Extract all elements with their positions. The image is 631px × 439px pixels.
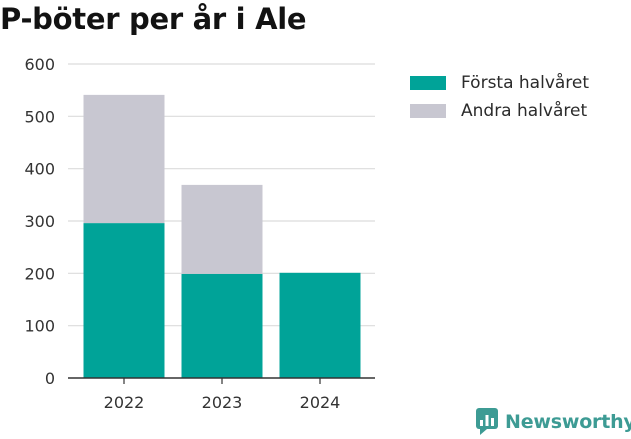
y-tick-label: 600 [24, 55, 55, 74]
chart-title: P-böter per år i Ale [0, 2, 307, 36]
y-tick-label: 200 [24, 264, 55, 283]
bar-2022-series-1 [83, 223, 165, 378]
x-tick-label: 2022 [104, 393, 145, 412]
y-tick-label: 500 [24, 107, 55, 126]
legend: Första halvåret Andra halvåret [410, 69, 589, 125]
legend-label-second-half: Andra halvåret [461, 101, 588, 121]
bar-2024-series-1 [279, 272, 361, 378]
brand-name: Newsworthy [505, 410, 631, 433]
brand-logo: Newsworthy [476, 408, 631, 435]
x-tick-label: 2024 [300, 393, 341, 412]
y-tick-label: 400 [24, 160, 55, 179]
x-tick-label: 2023 [202, 393, 243, 412]
newsworthy-logo-icon [476, 408, 498, 435]
y-tick-label: 100 [24, 317, 55, 336]
axes: 0 100 200 300 400 500 600 2022 2023 2024 [24, 55, 375, 412]
bar-2023-series-2 [181, 184, 263, 274]
legend-label-first-half: Första halvåret [461, 73, 590, 93]
bar-2023-series-1 [181, 273, 263, 378]
y-tick-label: 0 [45, 369, 55, 388]
bar-2022-series-2 [83, 94, 165, 224]
y-tick-label: 300 [24, 212, 55, 231]
legend-swatch-first-half [410, 76, 446, 90]
bars [83, 94, 361, 378]
legend-swatch-second-half [410, 104, 446, 118]
legend-item-first-half: Första halvåret [410, 69, 589, 97]
legend-item-second-half: Andra halvåret [410, 97, 589, 125]
